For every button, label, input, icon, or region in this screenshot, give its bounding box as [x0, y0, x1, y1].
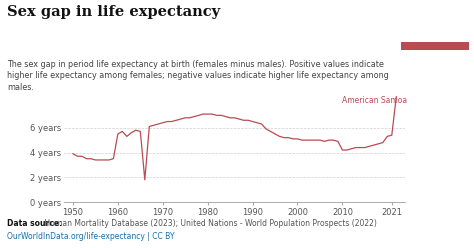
Text: Human Mortality Database (2023); United Nations - World Population Prospects (20: Human Mortality Database (2023); United …	[42, 219, 376, 228]
Text: American Samoa: American Samoa	[342, 96, 408, 105]
Text: Data source:: Data source:	[7, 219, 63, 228]
Text: Sex gap in life expectancy: Sex gap in life expectancy	[7, 5, 220, 19]
Text: in Data: in Data	[422, 29, 448, 35]
Text: OurWorldInData.org/life-expectancy | CC BY: OurWorldInData.org/life-expectancy | CC …	[7, 232, 174, 241]
Text: The sex gap in period life expectancy at birth (females minus males). Positive v: The sex gap in period life expectancy at…	[7, 60, 389, 92]
Bar	[401, 42, 469, 50]
Text: Our World: Our World	[417, 17, 453, 23]
